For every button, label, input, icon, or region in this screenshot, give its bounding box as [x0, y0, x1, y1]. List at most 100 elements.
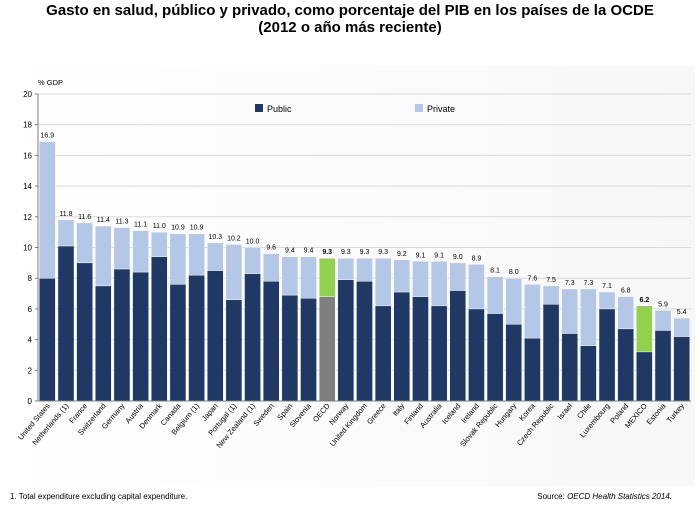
bar-private [300, 256, 317, 299]
bar-public [300, 297, 317, 402]
bar-private [505, 278, 522, 325]
data-label-total: 9.1 [416, 252, 426, 259]
y-tick-label: 6 [28, 305, 33, 314]
bar-public [113, 268, 131, 402]
data-label-total: 9.3 [360, 249, 370, 256]
data-label-total: 11.0 [153, 223, 166, 230]
data-label-total: 9.6 [266, 245, 276, 252]
x-tick-label: Italy [391, 401, 407, 418]
y-tick-label: 10 [23, 244, 32, 253]
bar-private [151, 231, 168, 257]
data-label-total: 11.8 [59, 211, 72, 218]
bar-private [449, 262, 467, 291]
bar-public [188, 274, 205, 402]
bar-public [318, 296, 336, 402]
data-label-total: 7.5 [546, 277, 556, 284]
data-label-total: 9.0 [453, 254, 463, 261]
y-tick-label: 12 [23, 213, 32, 222]
bar-private [561, 288, 578, 334]
bar-public [468, 308, 485, 402]
bar-public [486, 313, 504, 402]
bar-public [598, 308, 616, 402]
data-label-total: 10.9 [190, 225, 204, 232]
bar-private [542, 285, 560, 305]
data-label-total: 9.3 [378, 249, 388, 256]
data-label-total: 9.4 [304, 248, 314, 255]
y-tick-label: 0 [28, 397, 33, 406]
data-label-total: 5.4 [677, 309, 687, 316]
bar-public [617, 328, 634, 402]
x-tick-label: Iceland [440, 402, 462, 426]
data-label-total: 8.9 [472, 255, 482, 262]
legend-swatch [415, 104, 423, 112]
data-label-total: 11.4 [97, 217, 110, 224]
legend-swatch [255, 104, 263, 112]
bar-private [393, 259, 411, 293]
data-label-total: 7.6 [528, 275, 538, 282]
bar-private [132, 230, 149, 273]
bar-private [486, 276, 504, 314]
bar-private [113, 227, 131, 270]
data-label-total: 9.1 [434, 252, 444, 259]
legend-label: Private [427, 104, 455, 114]
bar-public [225, 299, 243, 402]
y-tick-label: 18 [23, 121, 32, 130]
bar-public [39, 278, 56, 402]
x-tick-label: Greece [365, 402, 388, 427]
y-tick-label: 14 [23, 182, 32, 191]
data-label-total: 10.9 [171, 225, 185, 232]
y-axis-label: % GDP [38, 78, 63, 87]
bar-public [561, 333, 578, 402]
bar-private [95, 225, 112, 287]
data-label-total: 9.3 [322, 249, 332, 256]
data-label-total: 9.3 [341, 249, 351, 256]
legend: Public Private [255, 104, 455, 114]
x-tick-label: Estonia [645, 401, 669, 427]
bar-public [636, 351, 653, 402]
y-tick-label: 8 [28, 274, 33, 283]
data-label-total: 5.9 [658, 301, 668, 308]
bar-private [188, 233, 205, 276]
bar-public [244, 273, 261, 402]
bar-public [542, 304, 560, 402]
bar-public [430, 305, 448, 402]
data-label-total: 7.3 [584, 280, 594, 287]
data-label-total: 10.2 [227, 235, 241, 242]
y-tick-label: 2 [28, 366, 33, 375]
bar-private [207, 242, 224, 271]
data-label-total: 6.8 [621, 288, 631, 295]
bar-public [356, 281, 373, 402]
bars [39, 141, 690, 402]
bar-public [337, 279, 355, 402]
bar-private [39, 141, 56, 279]
data-label-total: 9.4 [285, 248, 295, 255]
data-label-total: 11.1 [134, 222, 147, 229]
bar-public [673, 336, 690, 402]
bar-public [151, 256, 168, 402]
bar-private [580, 288, 597, 346]
bar-private [468, 264, 485, 310]
bar-private [244, 247, 261, 274]
bar-private [318, 258, 336, 297]
axes: 0 2 4 6 8 10 12 14 16 18 20 % GDP [23, 78, 691, 406]
bar-public [654, 330, 672, 402]
bar-public [57, 245, 75, 402]
bar-public [132, 271, 149, 402]
bar-private [430, 261, 448, 307]
bar-public [207, 270, 224, 402]
source-note: Source: OECD Health Statistics 2014. [537, 492, 672, 501]
bar-private [673, 317, 690, 337]
bar-private [57, 219, 75, 247]
bar-public [412, 296, 429, 402]
chart-title: Gasto en salud, público y privado, como … [0, 2, 700, 36]
source-text: OECD Health Statistics 2014. [567, 492, 672, 501]
data-label-total: 10.0 [246, 239, 260, 246]
data-label-total: 9.2 [397, 251, 407, 258]
data-label-total: 16.9 [41, 133, 55, 140]
bar-private [225, 244, 243, 300]
bar-private [337, 258, 355, 280]
bar-public [393, 291, 411, 402]
bar-private [374, 258, 392, 307]
bar-private [76, 222, 93, 264]
